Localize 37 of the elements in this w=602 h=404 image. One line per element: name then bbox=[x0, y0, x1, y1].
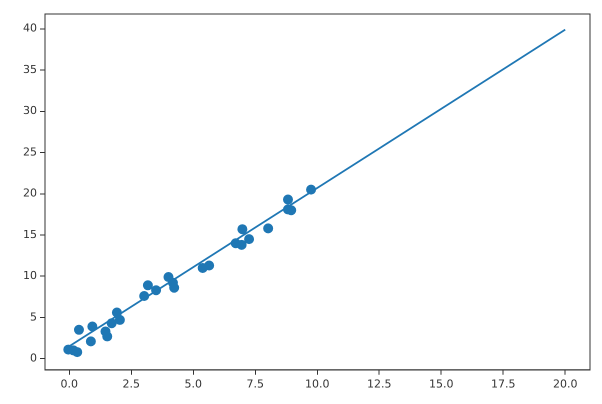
x-tick-label: 17.5 bbox=[490, 377, 516, 390]
point bbox=[87, 322, 98, 332]
x-tick-label: 10.0 bbox=[305, 377, 330, 390]
point bbox=[306, 184, 316, 195]
y-tick-label: 30 bbox=[22, 104, 37, 118]
point bbox=[244, 234, 254, 244]
point bbox=[106, 318, 117, 328]
point bbox=[169, 282, 180, 293]
x-tick-label: 2.5 bbox=[122, 377, 140, 390]
y-tick-label: 20 bbox=[22, 186, 37, 200]
point bbox=[236, 240, 247, 250]
y-tick-label: 40 bbox=[22, 22, 37, 35]
y-tick-label: 25 bbox=[22, 145, 37, 158]
y-tick-label: 15 bbox=[22, 228, 37, 241]
x-tick-label: 12.5 bbox=[366, 377, 392, 390]
point bbox=[112, 307, 122, 318]
x-tick-label: 5.0 bbox=[184, 377, 202, 390]
y-tick-label: 0 bbox=[30, 352, 37, 365]
x-tick-label: 7.5 bbox=[246, 377, 264, 390]
point bbox=[142, 280, 153, 290]
point bbox=[237, 224, 248, 234]
point bbox=[72, 347, 82, 358]
y-tick-label: 35 bbox=[22, 62, 37, 76]
point bbox=[204, 260, 214, 270]
y-tick-label: 10 bbox=[22, 269, 37, 282]
y-tick-label: 5 bbox=[30, 310, 37, 324]
x-tick-label: 0.0 bbox=[60, 377, 78, 390]
point bbox=[282, 194, 293, 205]
x-tick-label: 20.0 bbox=[552, 377, 578, 390]
point bbox=[263, 223, 274, 234]
point bbox=[139, 291, 150, 301]
point bbox=[74, 324, 84, 335]
point bbox=[114, 314, 125, 325]
point bbox=[151, 285, 162, 296]
point bbox=[86, 336, 96, 346]
point bbox=[102, 331, 112, 342]
x-tick-label: 15.0 bbox=[428, 377, 454, 390]
